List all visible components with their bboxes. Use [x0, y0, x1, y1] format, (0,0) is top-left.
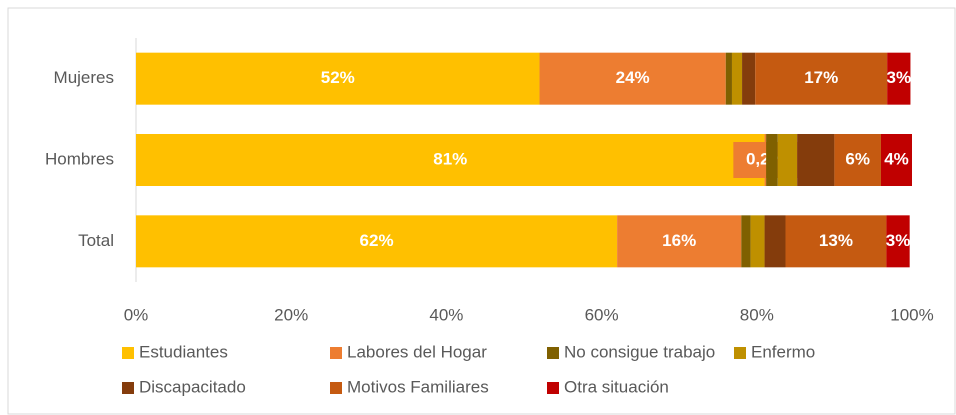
bar-segment [136, 52, 540, 105]
legend-label: Otra situación [564, 377, 669, 396]
bar-segment [136, 134, 765, 186]
bar-segment [755, 52, 888, 105]
bar-segment [731, 52, 743, 105]
data-label: 6% [845, 149, 870, 168]
bar-segment [750, 215, 765, 268]
x-tick-label: 0% [124, 305, 149, 324]
bar-segment [764, 215, 786, 268]
bar-segment [834, 134, 881, 186]
legend-swatch [734, 347, 746, 359]
y-tick-label: Total [78, 231, 114, 250]
bar-segment [741, 215, 751, 268]
data-label: 24% [616, 68, 650, 87]
x-tick-label: 100% [890, 305, 933, 324]
data-label: 62% [360, 231, 394, 250]
data-label: 3% [886, 231, 911, 250]
bar-segment [777, 134, 798, 186]
legend-label: No consigue trabajo [564, 342, 715, 361]
legend-swatch [122, 347, 134, 359]
bar-segment [880, 134, 912, 186]
data-label: 3% [887, 68, 912, 87]
bar-segment [617, 215, 742, 268]
data-label: 52% [321, 68, 355, 87]
legend-label: Motivos Familiares [347, 377, 489, 396]
y-tick-label: Hombres [45, 149, 114, 168]
data-label: 81% [433, 149, 467, 168]
legend-label: Labores del Hogar [347, 342, 487, 361]
bar-segment [725, 52, 732, 105]
bar-segment [539, 52, 726, 105]
bar-segment [136, 215, 618, 268]
data-label: 4% [884, 149, 909, 168]
x-tick-label: 80% [740, 305, 774, 324]
legend-swatch [122, 382, 134, 394]
bar-segment [785, 215, 887, 268]
legend-label: Estudiantes [139, 342, 228, 361]
x-tick-label: 20% [274, 305, 308, 324]
data-label: 17% [804, 68, 838, 87]
x-tick-label: 40% [429, 305, 463, 324]
bar-segment [887, 52, 911, 105]
legend-swatch [330, 347, 342, 359]
data-label: 13% [819, 231, 853, 250]
x-tick-label: 60% [585, 305, 619, 324]
legend-swatch [547, 382, 559, 394]
bar-segment [766, 134, 778, 186]
legend-label: Discapacitado [139, 377, 246, 396]
data-label: 16% [662, 231, 696, 250]
y-tick-label: Mujeres [54, 68, 114, 87]
bar-segment [886, 215, 910, 268]
legend-label: Enfermo [751, 342, 815, 361]
legend-swatch [330, 382, 342, 394]
bar-segment [742, 52, 756, 105]
bar-segment [797, 134, 835, 186]
legend-swatch [547, 347, 559, 359]
